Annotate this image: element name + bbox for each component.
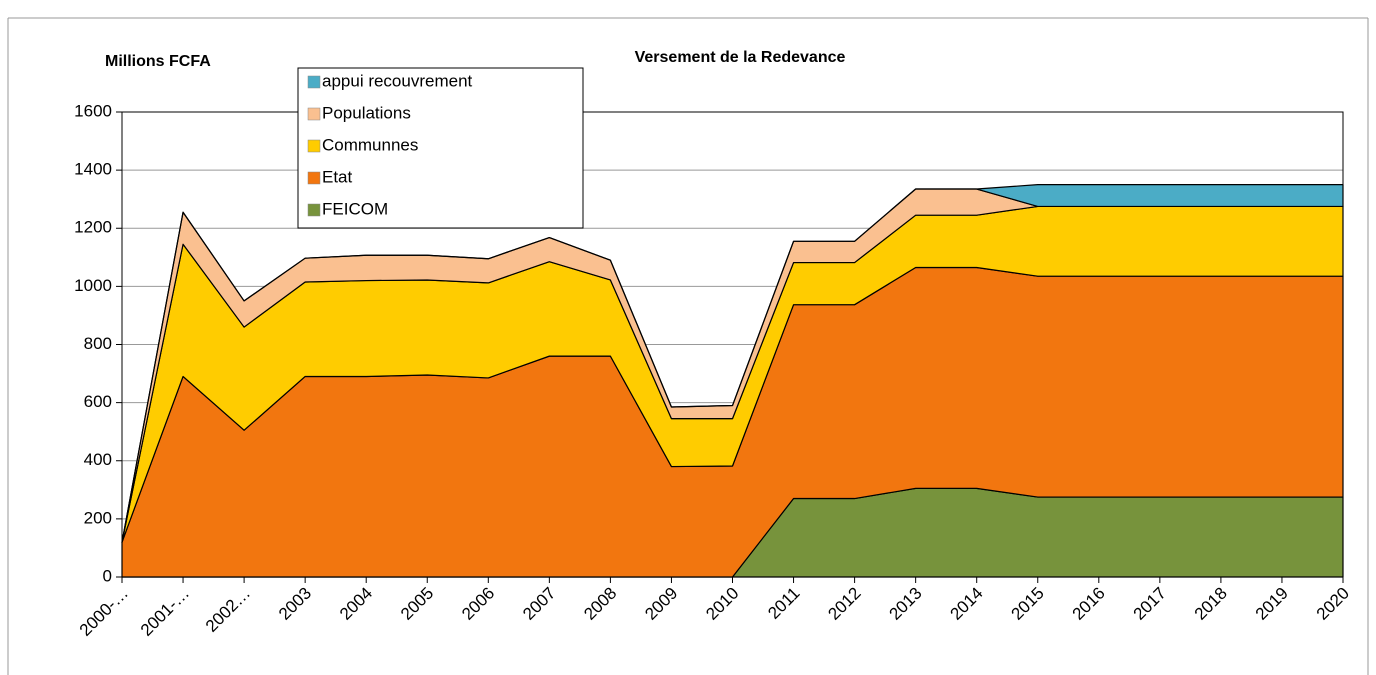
x-tick-label: 2010 xyxy=(702,584,742,624)
x-tick-label: 2002… xyxy=(202,584,254,636)
x-tick-label: 2011 xyxy=(764,584,803,623)
x-tick-label: 2005 xyxy=(397,584,437,624)
x-tick-label: 2014 xyxy=(947,584,987,624)
y-tick-label: 1000 xyxy=(74,276,112,295)
y-tick-label: 0 xyxy=(103,566,112,585)
legend-label: Etat xyxy=(322,167,353,186)
x-tick-label: 2017 xyxy=(1130,584,1170,624)
legend-label: FEICOM xyxy=(322,199,388,218)
x-tick-label: 2012 xyxy=(824,584,864,624)
x-tick-label: 2007 xyxy=(519,584,559,624)
x-tick-label: 2009 xyxy=(641,584,681,624)
legend-label: Populations xyxy=(322,103,411,122)
x-tick-label: 2003 xyxy=(275,584,315,624)
y-tick-label: 800 xyxy=(84,334,112,353)
legend-swatch xyxy=(307,171,321,185)
legend-swatch xyxy=(307,203,321,217)
y-axis-label: Millions FCFA xyxy=(105,53,211,70)
y-tick-label: 1400 xyxy=(74,160,112,179)
x-tick-label: 2015 xyxy=(1008,584,1048,624)
x-tick-label: 2001-… xyxy=(137,584,193,640)
x-tick-label: 2019 xyxy=(1252,584,1292,624)
x-tick-label: 2020 xyxy=(1313,584,1353,624)
chart-title: Versement de la Redevance xyxy=(635,49,846,66)
legend-swatch xyxy=(307,139,321,153)
y-tick-label: 1600 xyxy=(74,101,112,120)
legend-label: Communnes xyxy=(322,135,418,154)
x-tick-label: 2016 xyxy=(1069,584,1109,624)
y-tick-label: 1200 xyxy=(74,218,112,237)
legend xyxy=(297,67,584,229)
x-tick-label: 2018 xyxy=(1191,584,1231,624)
x-tick-label: 2000-… xyxy=(76,584,132,640)
x-tick-label: 2004 xyxy=(336,584,376,624)
legend-swatch xyxy=(307,75,321,89)
y-tick-label: 200 xyxy=(84,508,112,527)
y-tick-label: 400 xyxy=(84,450,112,469)
x-tick-label: 2006 xyxy=(458,584,498,624)
x-tick-label: 2008 xyxy=(580,584,620,624)
legend-label: appui recouvrement xyxy=(322,71,473,90)
y-tick-label: 600 xyxy=(84,392,112,411)
legend-swatch xyxy=(307,107,321,121)
x-tick-label: 2013 xyxy=(885,584,925,624)
